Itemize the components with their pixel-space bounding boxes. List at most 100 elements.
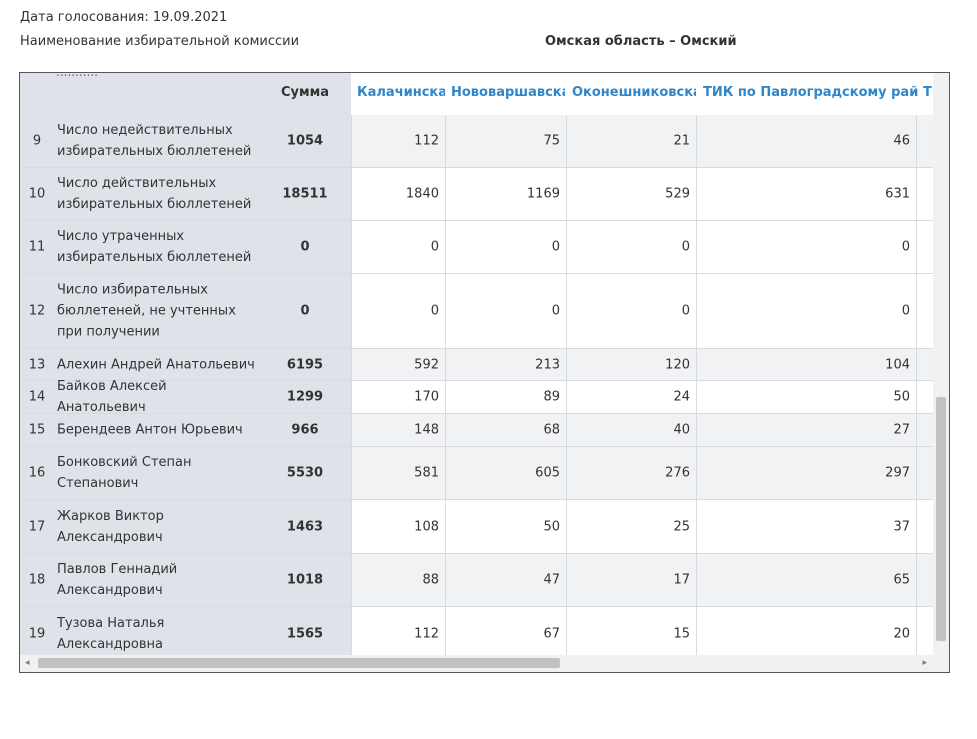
value-cell: 631	[696, 168, 916, 220]
row-number: 19	[28, 626, 46, 641]
horizontal-scroll-thumb[interactable]	[38, 658, 560, 668]
value-cell: 213	[445, 349, 566, 380]
cell-value: 581	[414, 465, 439, 481]
cell-value: 0	[901, 239, 910, 255]
row-number: 13	[28, 357, 46, 372]
table-row: 11 Число утраченных избирательных бюллете…	[20, 221, 933, 274]
value-cell	[916, 414, 933, 446]
cell-value: 112	[414, 133, 439, 149]
row-number: 9	[32, 133, 42, 149]
value-cell: 65	[696, 554, 916, 606]
value-cell: 50	[445, 500, 566, 553]
value-cell: 581	[351, 447, 445, 499]
results-table-frame: ........... Сумма Калачинская Нововаршав…	[19, 72, 950, 673]
row-sum: 5530	[286, 465, 324, 481]
row-sum: 1463	[286, 519, 324, 534]
frozen-cells: 11 Число утраченных избирательных бюллете…	[20, 221, 351, 273]
value-cell: 112	[351, 115, 445, 167]
cell-value: 27	[893, 422, 910, 438]
table-header: ........... Сумма Калачинская Нововаршав…	[20, 73, 933, 115]
row-name: Бонковский Степан Степанович	[57, 455, 192, 491]
value-cell: 67	[445, 607, 566, 655]
value-cell: 27	[696, 414, 916, 446]
row-number: 16	[28, 465, 46, 481]
row-shading	[351, 349, 933, 380]
value-cell: 148	[351, 414, 445, 446]
table-row: 19 Тузова Наталья Александровна 1565 112 67 1…	[20, 607, 933, 655]
value-cell: 46	[696, 115, 916, 167]
row-shading	[351, 115, 933, 167]
row-name: Число недействительных избирательных бюл…	[57, 123, 252, 159]
table-row: 15 Берендеев Антон Юрьевич 966 148 68 40 27	[20, 414, 933, 447]
frozen-cells: 17 Жарков Виктор Александрович 1463	[20, 500, 351, 553]
row-sum: 1565	[286, 626, 324, 641]
value-cell: 0	[445, 274, 566, 348]
value-cell: 88	[351, 554, 445, 606]
value-cell: 120	[566, 349, 696, 380]
value-cell: 112	[351, 607, 445, 655]
scroll-left-arrow-icon[interactable]: ◂	[25, 658, 30, 668]
column-header-novovarshavskaya[interactable]: Нововаршавская	[451, 85, 565, 100]
commission-label: Наименование избирательной комиссии	[20, 34, 300, 49]
value-cell: 104	[696, 349, 916, 380]
row-number: 17	[28, 519, 46, 534]
row-number: 10	[28, 186, 46, 202]
row-name: Число избирательных бюллетеней, не учтен…	[57, 282, 236, 340]
value-cell	[916, 500, 933, 553]
frozen-cells: 19 Тузова Наталья Александровна 1565	[20, 607, 351, 655]
value-cell: 37	[696, 500, 916, 553]
column-header-kalachinskaya[interactable]: Калачинская	[357, 85, 445, 100]
row-sum: 1018	[286, 572, 324, 588]
value-cell: 170	[351, 381, 445, 413]
value-cell: 0	[351, 221, 445, 273]
cell-value: 20	[893, 626, 910, 641]
value-cell	[916, 221, 933, 273]
table-row: 13 Алехин Андрей Анатольевич 6195 592 213 120…	[20, 349, 933, 381]
scroll-right-arrow-icon[interactable]: ▸	[922, 658, 927, 668]
value-cell: 605	[445, 447, 566, 499]
cell-value: 37	[893, 519, 910, 534]
frozen-header: ........... Сумма	[20, 73, 351, 115]
cell-value: 68	[543, 422, 560, 438]
frozen-cells: 12 Число избирательных бюллетеней, не учт…	[20, 274, 351, 348]
row-name: Павлов Геннадий Александрович	[57, 562, 178, 598]
cell-value: 24	[673, 389, 690, 405]
row-number: 15	[28, 422, 46, 438]
row-shading	[351, 554, 933, 606]
value-cell	[916, 381, 933, 413]
row-name: Тузова Наталья Александровна	[57, 615, 165, 652]
cell-value: 50	[543, 519, 560, 534]
table-viewport: ........... Сумма Калачинская Нововаршав…	[20, 73, 933, 655]
clipped-row-text: ...........	[56, 73, 98, 79]
value-cell: 25	[566, 500, 696, 553]
table-row: 18 Павлов Геннадий Александрович 1018 88 47 1…	[20, 554, 933, 607]
table-body: 9 Число недействительных избирательных бю…	[20, 115, 933, 655]
value-cell: 0	[566, 221, 696, 273]
frozen-cells: 13 Алехин Андрей Анатольевич 6195	[20, 349, 351, 380]
frozen-cells: 15 Берендеев Антон Юрьевич 966	[20, 414, 351, 446]
cell-value: 148	[414, 422, 439, 438]
value-cell: 0	[696, 274, 916, 348]
table-row: 17 Жарков Виктор Александрович 1463 108 50 25…	[20, 500, 933, 554]
column-header-next-clipped[interactable]: Т	[923, 85, 932, 100]
value-cell: 0	[351, 274, 445, 348]
cell-value: 21	[673, 133, 690, 149]
horizontal-scrollbar[interactable]: ◂ ▸	[20, 655, 949, 672]
cell-value: 25	[673, 519, 690, 534]
row-name: Число утраченных избирательных бюллетене…	[57, 229, 252, 265]
row-number: 14	[28, 389, 46, 405]
row-shading	[351, 447, 933, 499]
value-cell	[916, 274, 933, 348]
cell-value: 605	[535, 465, 560, 481]
vertical-scroll-thumb[interactable]	[936, 397, 946, 641]
value-cell	[916, 349, 933, 380]
row-name: Берендеев Антон Юрьевич	[57, 422, 243, 438]
value-cell	[916, 554, 933, 606]
cell-value: 40	[673, 422, 690, 438]
cell-value: 46	[893, 133, 910, 149]
column-header-okoneshnikovskaya[interactable]: Оконешниковская	[572, 85, 696, 100]
row-sum: 6195	[286, 357, 324, 372]
column-header-pavlogradsky[interactable]: ТИК по Павлоградскому району	[703, 85, 919, 100]
vertical-scrollbar[interactable]	[933, 73, 949, 655]
cell-value: 120	[665, 357, 690, 372]
